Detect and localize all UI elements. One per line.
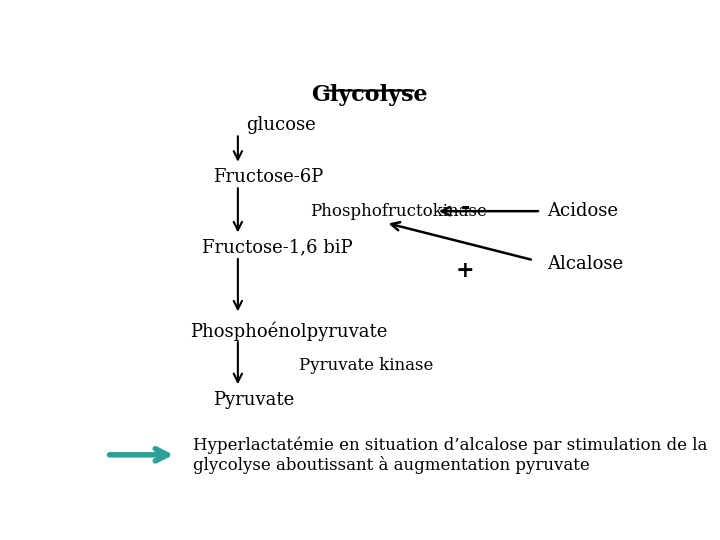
Text: Fructose-6P: Fructose-6P [213,168,323,186]
Text: Pyruvate kinase: Pyruvate kinase [300,356,433,374]
Text: Pyruvate: Pyruvate [213,390,294,409]
Text: Glycolyse: Glycolyse [311,84,427,105]
Text: Hyperlactatémie en situation d’alcalose par stimulation de la: Hyperlactatémie en situation d’alcalose … [193,436,708,454]
Text: Phosphoénolpyruvate: Phosphoénolpyruvate [190,321,388,341]
Text: -: - [460,197,469,219]
Text: glycolyse aboutissant à augmentation pyruvate: glycolyse aboutissant à augmentation pyr… [193,456,590,474]
Text: +: + [456,260,474,282]
Text: Alcalose: Alcalose [547,255,624,273]
Text: Fructose-1,6 biP: Fructose-1,6 biP [202,239,352,256]
Text: Acidose: Acidose [547,202,618,220]
Text: glucose: glucose [246,116,316,134]
Text: Phosphofructokinase: Phosphofructokinase [310,202,487,220]
